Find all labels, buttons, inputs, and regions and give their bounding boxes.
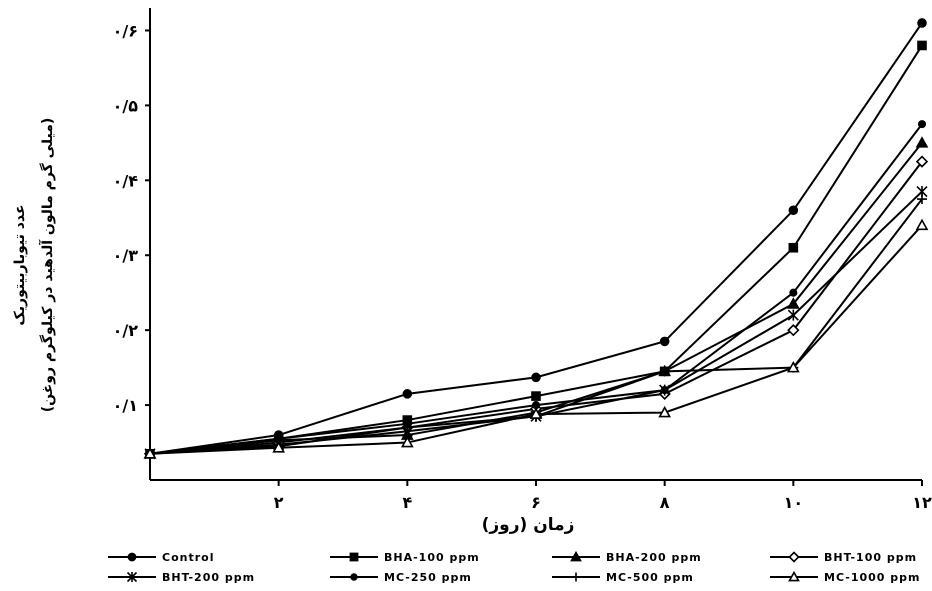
legend-item-mc-1000-ppm: MC-1000 ppm [770, 570, 921, 584]
y-tick-label: ۰/۵ [113, 96, 139, 115]
data-point [402, 422, 413, 433]
legend-item-bha-100-ppm: BHA-100 ppm [330, 551, 480, 564]
data-point [659, 366, 670, 377]
data-point [274, 434, 283, 443]
x-tick-label: ۸ [660, 493, 670, 512]
y-axis-title: عدد تیوباربیتوریک [12, 204, 28, 325]
series-bha-100-ppm [145, 40, 927, 459]
data-point [787, 309, 799, 321]
data-point [400, 435, 414, 448]
data-point [143, 447, 157, 459]
data-point [788, 242, 799, 253]
legend-item-mc-250-ppm: MC-250 ppm [330, 571, 472, 584]
data-point [126, 571, 138, 583]
series-mc-500-ppm [145, 194, 927, 459]
x-tick-label: ۴ [402, 493, 412, 512]
data-point [915, 136, 929, 148]
data-point [658, 405, 672, 418]
x-tick-label: ۶ [531, 493, 541, 512]
series-mc-1000-ppm [143, 218, 929, 459]
data-point [659, 336, 670, 347]
legend-item-bht-200-ppm: BHT-200 ppm [108, 571, 255, 584]
legend-item-bht-100-ppm: BHT-100 ppm [770, 551, 917, 564]
x-tick-label: ۲ [274, 493, 284, 512]
data-point [788, 205, 799, 216]
legend-label: MC-250 ppm [384, 571, 472, 584]
x-tick-label: ۱۲ [912, 493, 932, 512]
data-point [531, 391, 541, 401]
data-point [571, 572, 581, 582]
data-point [917, 40, 927, 51]
data-point [529, 407, 543, 419]
legend-item-mc-500-ppm: MC-500 ppm [552, 571, 694, 584]
data-point [917, 18, 927, 28]
legend-label: BHA-200 ppm [606, 551, 702, 564]
data-point [272, 441, 286, 453]
data-point [917, 120, 927, 129]
legend: Control BHA-100 ppm BHA-200 ppm BHT-100 ppm… [108, 550, 921, 584]
data-point [915, 218, 929, 231]
y-axis-subtitle: (میلی گرم مالون آلدهید در کیلوگرم روغن) [38, 118, 56, 413]
legend-label: Control [162, 551, 214, 564]
y-tick-label: ۰/۶ [113, 21, 138, 40]
data-point [915, 155, 929, 168]
data-point [350, 573, 358, 581]
data-point [570, 550, 582, 562]
series-mc-250-ppm [145, 120, 927, 458]
legend-label: MC-500 ppm [606, 571, 694, 584]
legend-label: MC-1000 ppm [824, 571, 921, 584]
data-point [786, 297, 800, 309]
data-point [531, 372, 541, 383]
data-point [787, 324, 800, 337]
legend-label: BHT-200 ppm [162, 571, 255, 584]
data-point [531, 401, 541, 410]
data-point [786, 360, 800, 373]
x-axis-title: زمان (روز) [482, 515, 575, 535]
y-tick-label: ۰/۳ [113, 246, 139, 265]
data-point [349, 552, 359, 562]
data-point [788, 570, 800, 582]
legend-label: BHT-100 ppm [824, 551, 917, 564]
y-tick-label: ۰/۱ [113, 396, 138, 415]
legend-item-bha-200-ppm: BHA-200 ppm [552, 550, 702, 564]
data-point [788, 551, 800, 563]
data-point [127, 552, 137, 562]
y-tick-label: ۰/۲ [113, 321, 139, 340]
series-layer [143, 18, 929, 460]
legend-label: BHA-100 ppm [384, 551, 480, 564]
legend-item-control: Control [108, 551, 214, 564]
axes: ۰/۱ ۰/۲ ۰/۳ ۰/۴ ۰/۵ ۰/۶ ۲ ۴ ۶ ۸ ۱۰ ۱۲ [113, 8, 932, 512]
x-tick-label: ۱۰ [784, 493, 804, 512]
y-tick-label: ۰/۴ [113, 171, 139, 190]
data-point [917, 194, 927, 205]
data-point [789, 288, 798, 297]
series-line [149, 22, 923, 455]
data-point [402, 389, 413, 399]
data-point [660, 386, 669, 395]
